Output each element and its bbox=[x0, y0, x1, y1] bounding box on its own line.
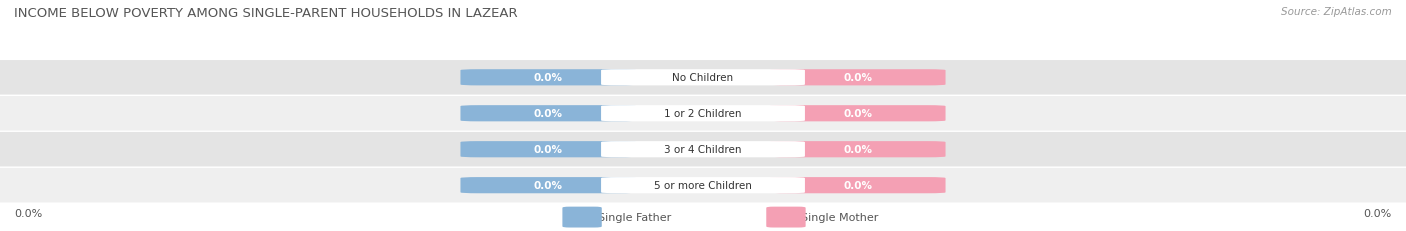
Text: Single Mother: Single Mother bbox=[794, 212, 879, 222]
Text: 1 or 2 Children: 1 or 2 Children bbox=[664, 109, 742, 119]
FancyBboxPatch shape bbox=[0, 168, 1406, 203]
FancyBboxPatch shape bbox=[0, 61, 1406, 95]
FancyBboxPatch shape bbox=[461, 142, 636, 158]
Text: 0.0%: 0.0% bbox=[534, 73, 562, 83]
FancyBboxPatch shape bbox=[0, 132, 1406, 167]
Text: 0.0%: 0.0% bbox=[534, 145, 562, 155]
Text: INCOME BELOW POVERTY AMONG SINGLE-PARENT HOUSEHOLDS IN LAZEAR: INCOME BELOW POVERTY AMONG SINGLE-PARENT… bbox=[14, 7, 517, 20]
FancyBboxPatch shape bbox=[770, 70, 945, 86]
FancyBboxPatch shape bbox=[770, 106, 945, 122]
Text: 0.0%: 0.0% bbox=[534, 109, 562, 119]
FancyBboxPatch shape bbox=[602, 142, 804, 158]
FancyBboxPatch shape bbox=[602, 106, 804, 122]
Text: 0.0%: 0.0% bbox=[14, 208, 42, 218]
Text: Single Father: Single Father bbox=[591, 212, 671, 222]
FancyBboxPatch shape bbox=[461, 106, 636, 122]
FancyBboxPatch shape bbox=[602, 70, 804, 86]
Text: 3 or 4 Children: 3 or 4 Children bbox=[664, 145, 742, 155]
Text: No Children: No Children bbox=[672, 73, 734, 83]
Text: 0.0%: 0.0% bbox=[534, 180, 562, 190]
Text: 0.0%: 0.0% bbox=[844, 109, 872, 119]
Text: 0.0%: 0.0% bbox=[844, 73, 872, 83]
FancyBboxPatch shape bbox=[461, 177, 636, 193]
Text: 5 or more Children: 5 or more Children bbox=[654, 180, 752, 190]
FancyBboxPatch shape bbox=[770, 142, 945, 158]
Text: Source: ZipAtlas.com: Source: ZipAtlas.com bbox=[1281, 7, 1392, 17]
FancyBboxPatch shape bbox=[0, 97, 1406, 131]
Text: 0.0%: 0.0% bbox=[1364, 208, 1392, 218]
FancyBboxPatch shape bbox=[461, 70, 636, 86]
Text: 0.0%: 0.0% bbox=[844, 180, 872, 190]
FancyBboxPatch shape bbox=[770, 177, 945, 193]
Text: 0.0%: 0.0% bbox=[844, 145, 872, 155]
FancyBboxPatch shape bbox=[602, 177, 804, 193]
